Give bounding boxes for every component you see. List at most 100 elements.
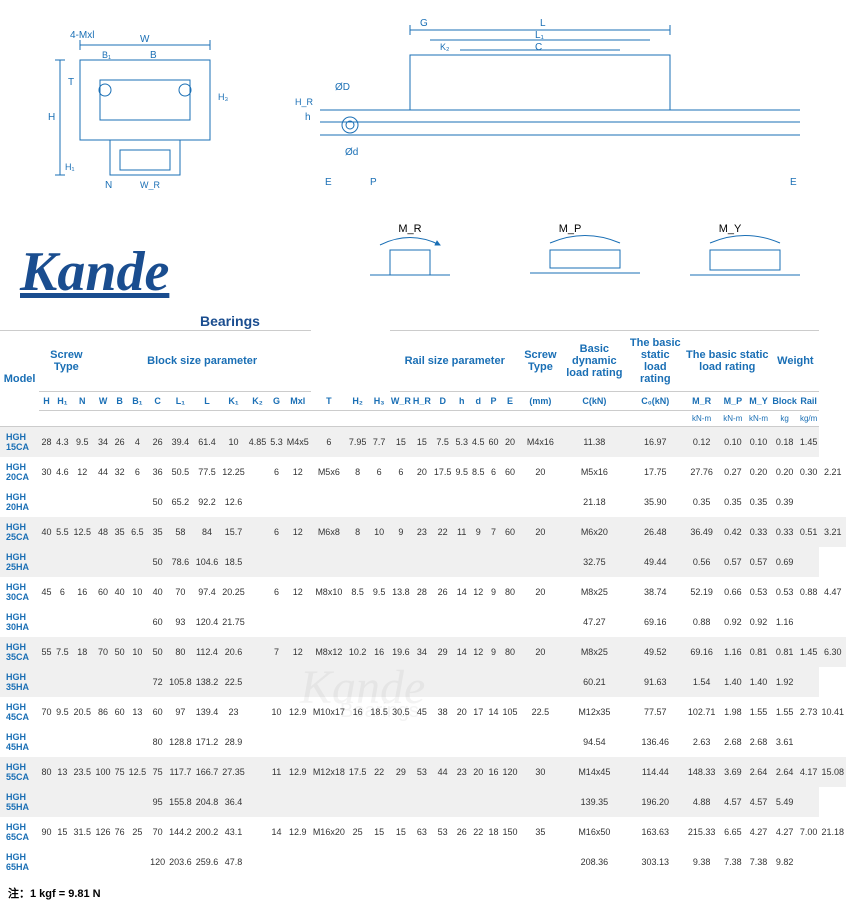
col-sub: Rail xyxy=(798,392,820,411)
label-W: W xyxy=(140,34,150,45)
model-cell: HGH 45HA xyxy=(0,727,39,757)
moment-diagrams: M_R M_P M_Y xyxy=(360,225,780,285)
col-model: Model xyxy=(0,331,39,427)
footnote: 注：1 kgf = 9.81 N xyxy=(0,877,846,909)
col-sub: C xyxy=(148,392,167,411)
table-row: HGH 45CA709.520.58660136097139.4231012.9… xyxy=(0,697,846,727)
model-cell: HGH 65CA xyxy=(0,817,39,847)
col-sub: W_R xyxy=(390,392,412,411)
label-B: B xyxy=(150,50,157,61)
col-sub: M_P xyxy=(720,392,746,411)
svg-text:E: E xyxy=(790,177,797,188)
col-sub: K₁ xyxy=(220,392,247,411)
label-WR: W_R xyxy=(140,180,161,190)
table-row: HGH 30CA45616604010407097.420.25612M8x10… xyxy=(0,577,846,607)
col-sub: H₃ xyxy=(368,392,390,411)
col-screw1: Screw Type xyxy=(39,331,93,392)
label-4mxl: 4-Mxl xyxy=(70,30,94,41)
table-row: HGH 25HA5078.6104.618.532.7549.440.560.5… xyxy=(0,547,846,577)
model-cell: HGH 55HA xyxy=(0,787,39,817)
brand-logo: Kande xyxy=(20,240,169,304)
table-row: HGH 25CA405.512.548356.535588415.7612M6x… xyxy=(0,517,846,547)
side-view-diagram: G L L₁ C K₂ ØD h H_R Ød E P E xyxy=(290,10,810,190)
label-L: L xyxy=(540,18,546,29)
col-sub: M_Y xyxy=(746,392,772,411)
col-sub: H₁ xyxy=(54,392,71,411)
col-sub: B xyxy=(113,392,127,411)
col-sub: D xyxy=(432,392,454,411)
label-T: T xyxy=(68,77,74,88)
col-sub: G xyxy=(268,392,285,411)
table-row: HGH 20CA304.612443263650.577.512.25612M5… xyxy=(0,457,846,487)
label-phiD: ØD xyxy=(335,82,350,93)
col-sub: P xyxy=(486,392,500,411)
table-row: HGH 15CA284.39.5342642639.461.4104.855.3… xyxy=(0,427,846,458)
model-cell: HGH 25CA xyxy=(0,517,39,547)
col-sub: d xyxy=(470,392,487,411)
model-cell: HGH 35CA xyxy=(0,637,39,667)
table-row: HGH 65HA120203.6259.647.8208.36303.139.3… xyxy=(0,847,846,877)
model-cell: HGH 30HA xyxy=(0,607,39,637)
label-H: H xyxy=(48,112,55,123)
table-row: HGH 55HA95155.8204.836.4139.35196.204.88… xyxy=(0,787,846,817)
col-sub: B₁ xyxy=(127,392,149,411)
col-stat: The basic static load rating xyxy=(627,331,683,392)
label-phid: Ød xyxy=(345,147,358,158)
col-sub: (mm) xyxy=(520,392,562,411)
col-sub: Mxl xyxy=(285,392,311,411)
label-MP: M_P xyxy=(559,223,582,235)
engineering-diagrams: 4-Mxl W B₁ B T H H₁ N W_R H₃ G L L₁ C K₂… xyxy=(0,0,846,190)
model-cell: HGH 65HA xyxy=(0,847,39,877)
col-sub: E xyxy=(501,392,520,411)
model-cell: HGH 25HA xyxy=(0,547,39,577)
col-sub: H_R xyxy=(412,392,432,411)
model-cell: HGH 15CA xyxy=(0,427,39,458)
label-L1: L₁ xyxy=(535,30,545,41)
model-cell: HGH 20CA xyxy=(0,457,39,487)
label-N: N xyxy=(105,180,112,190)
label-B1: B₁ xyxy=(102,50,111,60)
label-MR: M_R xyxy=(398,223,421,235)
model-cell: HGH 20HA xyxy=(0,487,39,517)
col-weight: Weight xyxy=(771,331,819,392)
model-cell: HGH 30CA xyxy=(0,577,39,607)
col-screw2: Screw Type xyxy=(520,331,562,392)
table-row: HGH 30HA6093120.421.7547.2769.160.880.92… xyxy=(0,607,846,637)
label-P: P xyxy=(370,177,377,188)
label-G: G xyxy=(420,18,428,29)
svg-text:H₃: H₃ xyxy=(218,92,228,102)
model-cell: HGH 35HA xyxy=(0,667,39,697)
col-sub: T xyxy=(311,392,347,411)
table-row: HGH 65CA901531.5126762570144.2200.243.11… xyxy=(0,817,846,847)
col-sub: W xyxy=(94,392,113,411)
col-sub: L xyxy=(194,392,221,411)
col-dyn: Basic dynamic load rating xyxy=(561,331,627,392)
table-row: HGH 20HA5065.292.212.621.1835.900.350.35… xyxy=(0,487,846,517)
col-rail: Rail size parameter xyxy=(390,331,520,392)
table-row: HGH 45HA80128.8171.228.994.54136.462.632… xyxy=(0,727,846,757)
table-row: HGH 35HA72105.8138.222.560.2191.631.541.… xyxy=(0,667,846,697)
label-K2: K₂ xyxy=(440,42,450,52)
col-moment: The basic static load rating xyxy=(683,331,771,392)
col-sub: h xyxy=(453,392,470,411)
col-sub: H₂ xyxy=(347,392,369,411)
model-cell: HGH 55CA xyxy=(0,757,39,787)
col-sub: K₂ xyxy=(247,392,269,411)
cross-section-diagram: 4-Mxl W B₁ B T H H₁ N W_R H₃ xyxy=(30,10,260,190)
col-block: Block size parameter xyxy=(94,331,311,392)
label-MY: M_Y xyxy=(719,223,742,235)
col-sub: Block xyxy=(771,392,798,411)
col-sub: M_R xyxy=(683,392,720,411)
col-sub: L₁ xyxy=(167,392,194,411)
table-row: HGH 35CA557.5187050105080112.420.6712M8x… xyxy=(0,637,846,667)
bearings-label: Bearings xyxy=(200,313,260,329)
spec-table: Model Screw Type Block size parameter Ra… xyxy=(0,330,846,877)
col-sub: C₀(kN) xyxy=(627,392,683,411)
label-C: C xyxy=(535,42,542,53)
label-HR: H_R xyxy=(295,97,314,107)
col-sub: C(kN) xyxy=(561,392,627,411)
label-h: h xyxy=(305,112,311,123)
table-row: HGH 55CA801323.51007512.575117.7166.727.… xyxy=(0,757,846,787)
model-cell: HGH 45CA xyxy=(0,697,39,727)
col-sub: H xyxy=(39,392,54,411)
